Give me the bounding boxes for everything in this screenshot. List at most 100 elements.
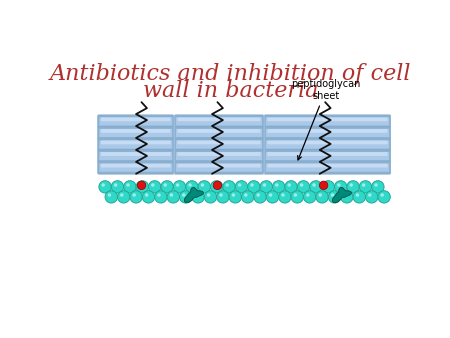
FancyBboxPatch shape bbox=[266, 152, 389, 160]
Circle shape bbox=[132, 193, 136, 197]
Circle shape bbox=[145, 193, 148, 197]
Circle shape bbox=[303, 191, 316, 203]
Circle shape bbox=[319, 193, 322, 197]
Circle shape bbox=[359, 181, 372, 193]
Circle shape bbox=[102, 183, 105, 187]
Circle shape bbox=[225, 183, 229, 187]
Circle shape bbox=[312, 183, 316, 187]
Circle shape bbox=[111, 181, 124, 193]
Text: Antibiotics and inhibition of cell: Antibiotics and inhibition of cell bbox=[50, 63, 411, 85]
Circle shape bbox=[161, 181, 173, 193]
Circle shape bbox=[337, 183, 341, 187]
Circle shape bbox=[294, 193, 297, 197]
Circle shape bbox=[201, 183, 204, 187]
FancyBboxPatch shape bbox=[176, 140, 262, 149]
FancyBboxPatch shape bbox=[266, 117, 389, 126]
Circle shape bbox=[198, 181, 211, 193]
Circle shape bbox=[372, 181, 384, 193]
FancyBboxPatch shape bbox=[264, 161, 391, 174]
Circle shape bbox=[316, 191, 328, 203]
Text: wall in bacteria: wall in bacteria bbox=[143, 80, 318, 102]
Circle shape bbox=[269, 193, 272, 197]
Circle shape bbox=[219, 193, 223, 197]
FancyBboxPatch shape bbox=[178, 129, 261, 133]
Circle shape bbox=[310, 181, 322, 193]
Text: peptidoglycan
sheet: peptidoglycan sheet bbox=[291, 79, 360, 160]
FancyBboxPatch shape bbox=[98, 115, 174, 128]
Circle shape bbox=[99, 181, 111, 193]
Circle shape bbox=[167, 191, 180, 203]
Circle shape bbox=[182, 193, 185, 197]
FancyBboxPatch shape bbox=[176, 164, 262, 172]
FancyBboxPatch shape bbox=[267, 129, 387, 133]
Circle shape bbox=[285, 181, 297, 193]
Circle shape bbox=[260, 181, 272, 193]
Circle shape bbox=[235, 181, 248, 193]
FancyBboxPatch shape bbox=[267, 164, 387, 167]
FancyBboxPatch shape bbox=[178, 141, 261, 144]
FancyBboxPatch shape bbox=[175, 161, 264, 174]
Circle shape bbox=[263, 183, 266, 187]
Circle shape bbox=[114, 183, 117, 187]
Circle shape bbox=[163, 183, 167, 187]
FancyBboxPatch shape bbox=[175, 149, 264, 163]
Circle shape bbox=[207, 193, 210, 197]
Circle shape bbox=[297, 181, 310, 193]
FancyBboxPatch shape bbox=[101, 118, 171, 121]
Circle shape bbox=[353, 191, 365, 203]
Circle shape bbox=[213, 183, 216, 187]
FancyBboxPatch shape bbox=[99, 117, 172, 126]
Circle shape bbox=[130, 191, 142, 203]
Circle shape bbox=[194, 193, 198, 197]
FancyBboxPatch shape bbox=[267, 118, 387, 121]
Circle shape bbox=[300, 183, 303, 187]
Circle shape bbox=[192, 191, 204, 203]
Circle shape bbox=[137, 181, 146, 190]
FancyBboxPatch shape bbox=[99, 129, 172, 137]
Circle shape bbox=[291, 191, 303, 203]
Circle shape bbox=[180, 191, 192, 203]
Circle shape bbox=[334, 181, 347, 193]
FancyBboxPatch shape bbox=[176, 129, 262, 137]
Circle shape bbox=[120, 193, 124, 197]
Circle shape bbox=[347, 181, 359, 193]
FancyBboxPatch shape bbox=[264, 138, 391, 151]
Circle shape bbox=[374, 183, 378, 187]
FancyBboxPatch shape bbox=[176, 117, 262, 126]
Circle shape bbox=[328, 191, 341, 203]
Circle shape bbox=[306, 193, 310, 197]
Circle shape bbox=[244, 193, 248, 197]
FancyBboxPatch shape bbox=[98, 126, 174, 140]
Circle shape bbox=[217, 191, 229, 203]
Circle shape bbox=[281, 193, 285, 197]
Circle shape bbox=[368, 193, 372, 197]
Circle shape bbox=[142, 191, 155, 203]
Circle shape bbox=[186, 181, 198, 193]
FancyBboxPatch shape bbox=[178, 152, 261, 156]
FancyBboxPatch shape bbox=[176, 152, 262, 160]
FancyBboxPatch shape bbox=[264, 126, 391, 140]
Circle shape bbox=[320, 181, 328, 190]
FancyBboxPatch shape bbox=[175, 138, 264, 151]
Circle shape bbox=[151, 183, 154, 187]
FancyBboxPatch shape bbox=[267, 152, 387, 156]
Polygon shape bbox=[332, 187, 351, 203]
Circle shape bbox=[343, 193, 347, 197]
Circle shape bbox=[229, 191, 242, 203]
Circle shape bbox=[288, 183, 291, 187]
Polygon shape bbox=[184, 187, 203, 203]
Circle shape bbox=[248, 181, 260, 193]
FancyBboxPatch shape bbox=[178, 164, 261, 167]
Circle shape bbox=[256, 193, 260, 197]
FancyBboxPatch shape bbox=[266, 140, 389, 149]
Circle shape bbox=[211, 181, 223, 193]
FancyBboxPatch shape bbox=[264, 115, 391, 128]
Circle shape bbox=[238, 183, 241, 187]
FancyBboxPatch shape bbox=[178, 118, 261, 121]
FancyBboxPatch shape bbox=[99, 152, 172, 160]
Circle shape bbox=[273, 181, 285, 193]
FancyBboxPatch shape bbox=[99, 164, 172, 172]
FancyBboxPatch shape bbox=[98, 138, 174, 151]
Circle shape bbox=[378, 191, 390, 203]
FancyBboxPatch shape bbox=[101, 129, 171, 133]
